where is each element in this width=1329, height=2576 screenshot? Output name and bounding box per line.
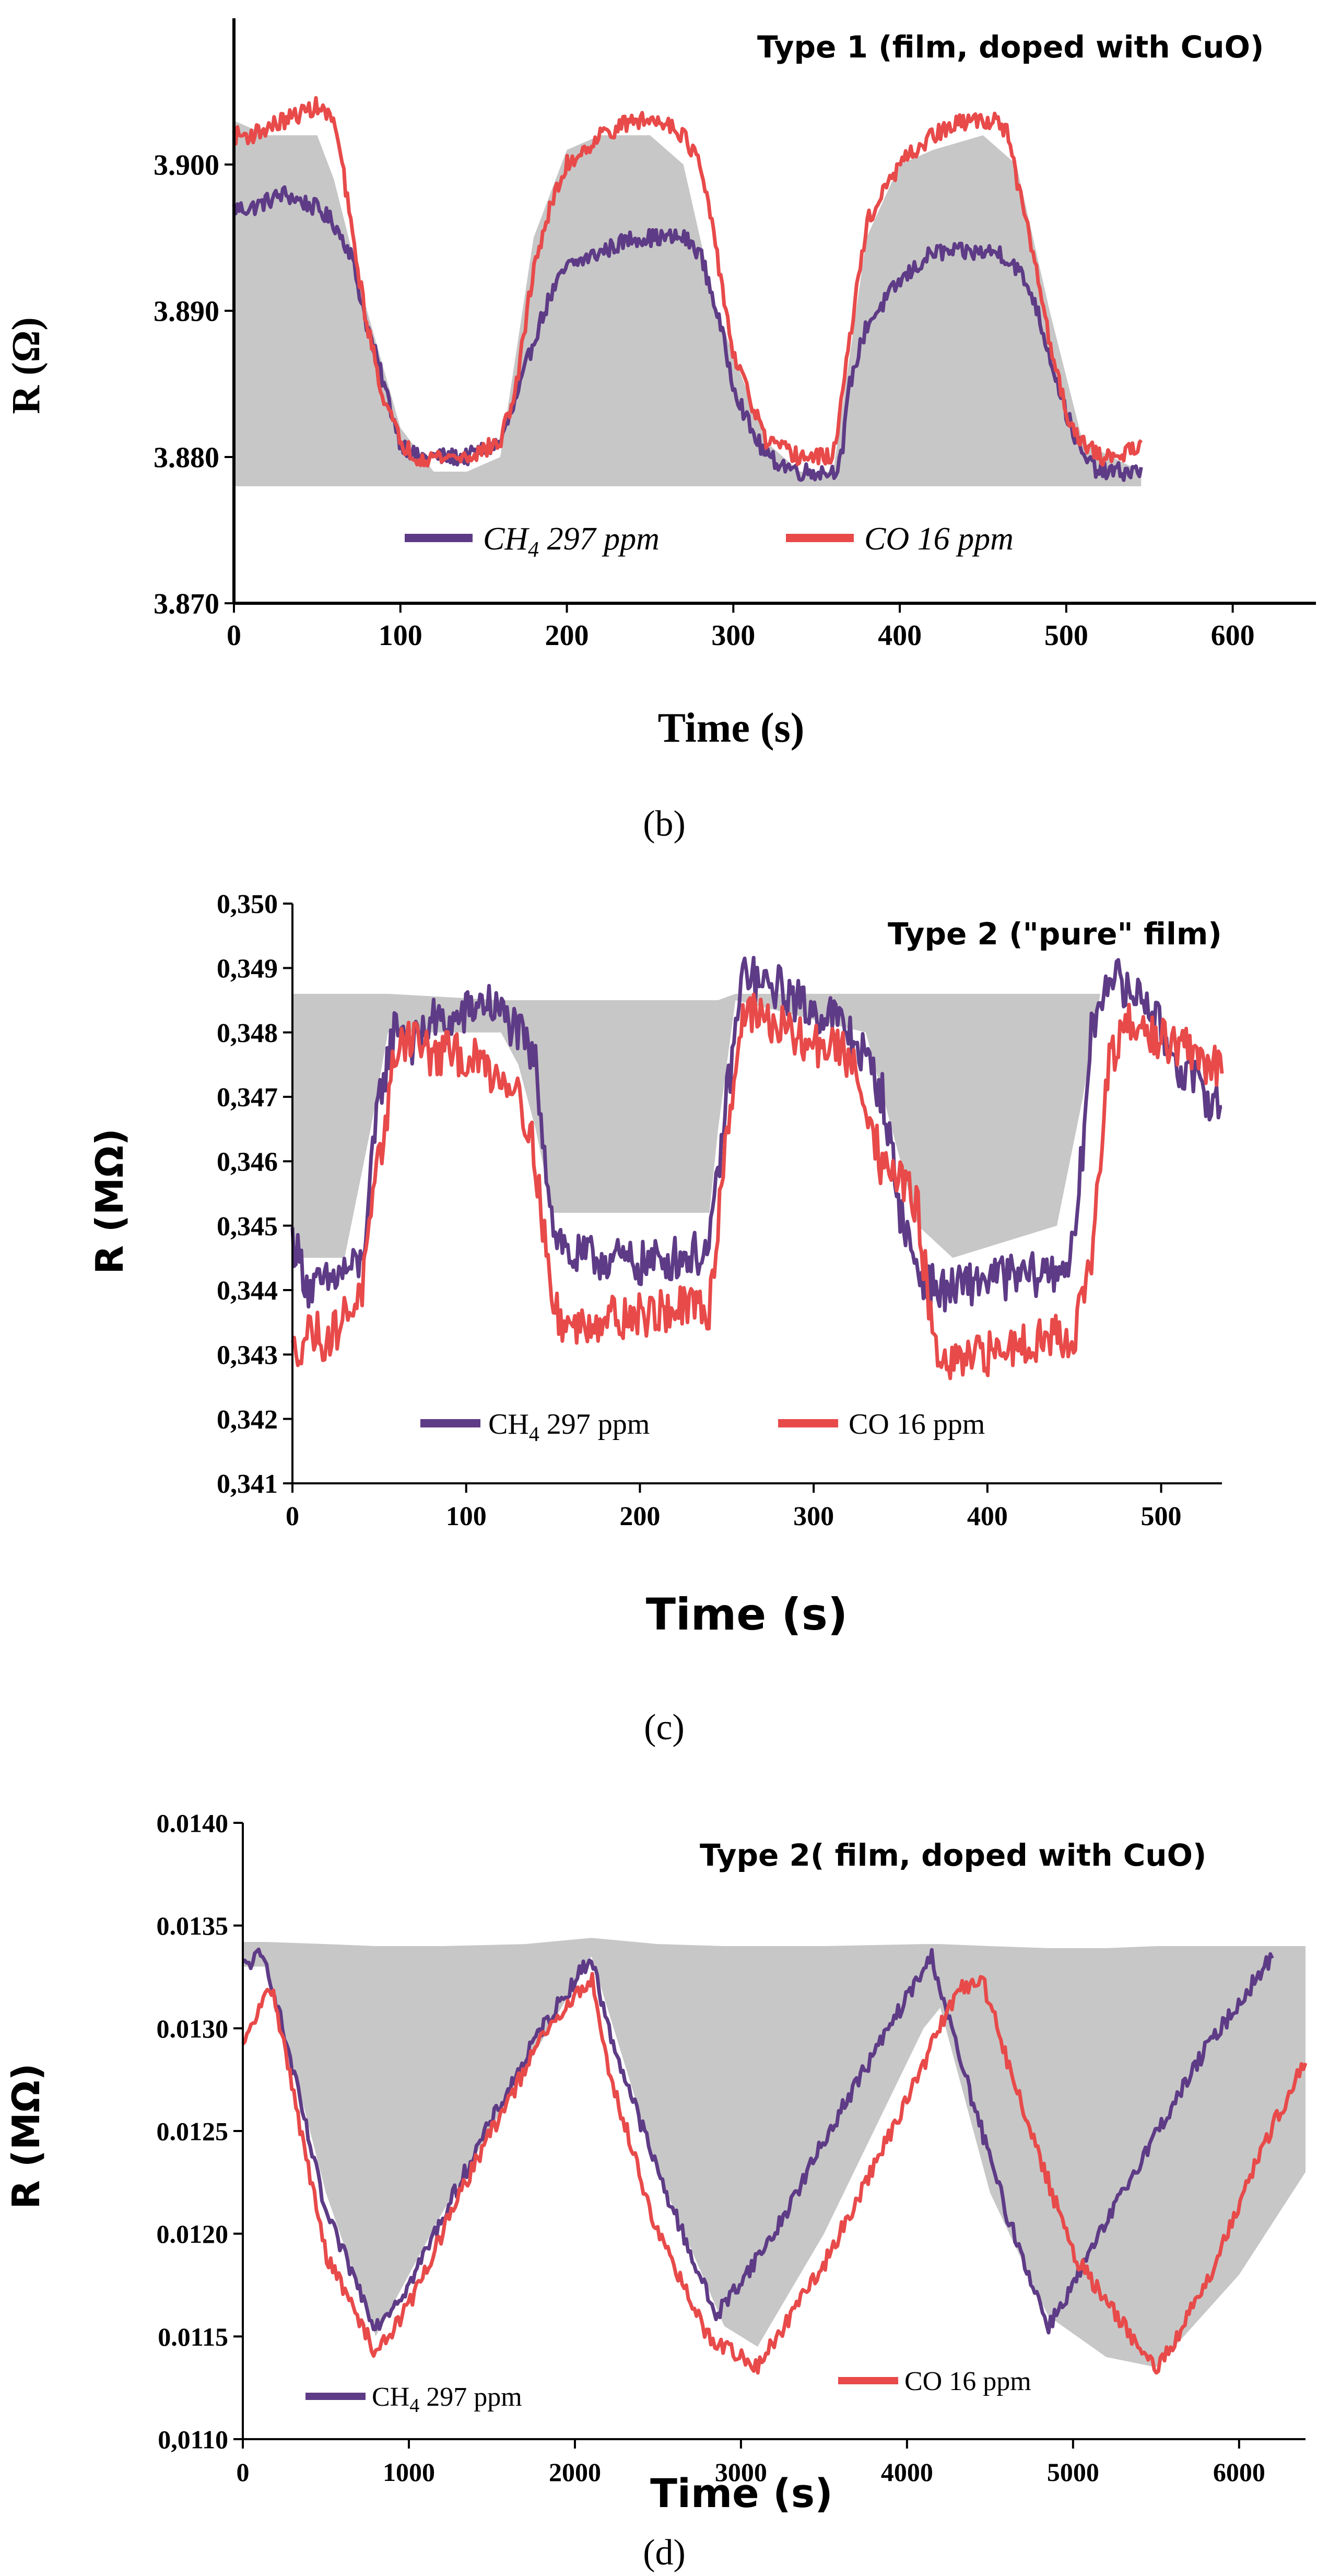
y-tick-label: 0.0135: [157, 1911, 229, 1940]
series-line-co: [290, 992, 1224, 1380]
legend: CH4 297 ppm CO 16 ppm: [420, 1408, 985, 1446]
shaded-envelope: [243, 1938, 1306, 2368]
panel-label: (d): [643, 2533, 686, 2573]
x-tick-label: 2000: [549, 2457, 601, 2487]
legend: CH4 297 ppm CO 16 ppm: [305, 2367, 1031, 2417]
y-tick-label: 3.870: [154, 588, 219, 620]
x-tick-label: 200: [619, 1502, 660, 1531]
series-line-co: [241, 1972, 1308, 2375]
x-tick-label: 3000: [715, 2457, 767, 2487]
chart-title: Type 1 (film, doped with CuO): [757, 29, 1264, 65]
y-tick-label: 0,350: [217, 889, 278, 919]
x-tick-label: 500: [1044, 619, 1088, 652]
y-tick-label: 0.0120: [157, 2219, 229, 2249]
x-tick-label: 4000: [881, 2457, 933, 2487]
x-tick-label: 200: [545, 619, 589, 652]
x-axis-label: Time (s): [646, 1589, 848, 1640]
legend-label-ch4: CH4 297 ppm: [488, 1408, 650, 1446]
x-tick-label: 400: [878, 619, 922, 652]
y-tick-label: 0,349: [217, 954, 278, 984]
y-tick-label: 3.890: [154, 296, 219, 328]
x-tick-label: 5000: [1047, 2457, 1099, 2487]
y-tick-label: 0,342: [217, 1405, 278, 1435]
series-line-co: [232, 96, 1143, 468]
chart-title: Type 2( film, doped with CuO): [700, 1837, 1206, 1873]
x-tick-label: 6000: [1213, 2457, 1265, 2487]
x-tick-label: 1000: [383, 2457, 435, 2487]
y-tick-label: 0.0125: [157, 2117, 229, 2146]
x-axis-label: Time (s): [658, 705, 805, 751]
series-line-ch4: [241, 1947, 1274, 2335]
x-tick-label: 0: [286, 1502, 299, 1531]
x-tick-label: 100: [446, 1502, 487, 1531]
y-tick-label: 0,345: [217, 1212, 278, 1242]
y-tick-label: 0,347: [217, 1083, 278, 1113]
y-axis-label: R (MΩ): [4, 2063, 48, 2209]
panel-label: (c): [644, 1707, 685, 1748]
x-tick-label: 600: [1211, 619, 1255, 652]
x-axis-label: Time (s): [650, 2470, 833, 2516]
y-tick-label: 0,343: [217, 1341, 278, 1371]
chart-panel-c: 0,341 0,342 0,343 0,344 0,345 0,346 0,347 0,348…: [88, 889, 1224, 1748]
y-tick-label: 0,348: [217, 1018, 278, 1048]
legend-label-co: CO 16 ppm: [904, 2367, 1031, 2396]
y-tick-label: 3.900: [154, 149, 219, 182]
x-tick-label: 400: [967, 1502, 1008, 1531]
y-tick-label: 0,0110: [158, 2425, 228, 2454]
chart-panel-d: 0,0110 0.0115 0.0120 0.0125 0.0130 0.0135 0.01…: [4, 1809, 1308, 2573]
legend: CH4 297 ppm CO 16 ppm: [405, 521, 1014, 562]
panel-label: (b): [643, 804, 686, 844]
legend-label-co: CO 16 ppm: [849, 1408, 985, 1441]
x-tick-label: 0: [237, 2457, 250, 2487]
y-tick-label: 0,344: [217, 1276, 278, 1306]
x-tick-label: 0: [227, 619, 241, 652]
y-axis-label: R (Ω): [4, 317, 48, 414]
shaded-envelope: [292, 993, 1101, 1258]
y-tick-label: 0,341: [217, 1469, 278, 1499]
y-tick-label: 0.0115: [158, 2322, 228, 2351]
y-tick-label: 0.0140: [157, 1809, 229, 1838]
series-line-ch4: [232, 185, 1143, 482]
shaded-envelope: [234, 121, 1142, 486]
x-tick-label: 300: [711, 619, 755, 652]
y-axis-label: R (MΩ): [88, 1128, 132, 1274]
legend-label-co: CO 16 ppm: [864, 521, 1014, 557]
plot-area: [234, 18, 1316, 603]
x-tick-label: 100: [379, 619, 422, 652]
y-tick-label: 0,346: [217, 1148, 278, 1177]
y-tick-label: 0.0130: [157, 2014, 229, 2043]
y-tick-label: 3.880: [154, 442, 219, 474]
x-tick-label: 300: [793, 1502, 834, 1531]
x-tick-label: 500: [1141, 1502, 1182, 1531]
legend-label-ch4: CH4 297 ppm: [483, 521, 660, 562]
chart-title: Type 2 ("pure" film): [888, 916, 1222, 952]
legend-label-ch4: CH4 297 ppm: [372, 2382, 522, 2417]
